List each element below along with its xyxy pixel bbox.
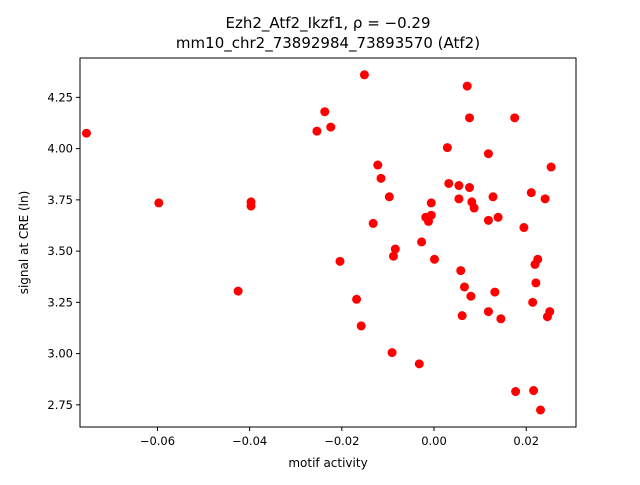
data-point	[384, 192, 394, 202]
chart-title-line1: Ezh2_Atf2_Ikzf1, ρ = −0.29	[225, 14, 430, 33]
data-point	[519, 223, 529, 233]
data-point	[531, 278, 541, 288]
y-axis-ticks: 2.75 3.00 3.25 3.50 3.75 4.00 4.25	[47, 90, 80, 412]
data-point	[335, 256, 345, 266]
data-point	[469, 203, 479, 213]
data-point	[456, 266, 466, 276]
data-point	[444, 178, 454, 188]
data-point	[462, 81, 472, 91]
data-point	[233, 286, 243, 296]
data-point	[528, 297, 538, 307]
data-point	[312, 126, 322, 136]
data-point	[483, 215, 493, 225]
data-point	[376, 173, 386, 183]
data-point	[465, 113, 475, 123]
data-point	[414, 359, 424, 369]
data-point	[246, 201, 256, 211]
y-tick-label: 2.75	[47, 398, 73, 412]
data-point	[496, 314, 506, 324]
data-point	[526, 188, 536, 198]
y-tick-label: 3.00	[47, 347, 73, 361]
data-point	[81, 128, 91, 138]
data-point	[373, 160, 383, 170]
scatter-points	[81, 70, 556, 415]
data-point	[536, 405, 546, 415]
data-point	[493, 212, 503, 222]
y-tick-label: 4.25	[47, 90, 73, 104]
data-point	[320, 107, 330, 117]
chart-title-line2: mm10_chr2_73892984_73893570 (Atf2)	[176, 34, 480, 53]
data-point	[390, 244, 400, 254]
data-point	[533, 254, 543, 264]
data-point	[356, 321, 366, 331]
data-point	[529, 386, 539, 396]
data-point	[457, 311, 467, 321]
data-point	[510, 113, 520, 123]
data-point	[454, 194, 464, 204]
y-tick-label: 4.00	[47, 142, 73, 156]
data-point	[352, 294, 362, 304]
data-point	[154, 198, 164, 208]
x-tick-label: 0.02	[513, 434, 539, 448]
x-tick-label: −0.04	[232, 434, 267, 448]
data-point	[426, 198, 436, 208]
data-point	[442, 143, 452, 153]
y-tick-label: 3.25	[47, 295, 73, 309]
data-point	[359, 70, 369, 80]
x-tick-label: −0.06	[140, 434, 175, 448]
data-point	[511, 387, 521, 397]
data-point	[483, 149, 493, 159]
plot-frame	[79, 57, 577, 428]
data-point	[387, 348, 397, 358]
data-point	[540, 194, 550, 204]
x-axis-ticks: −0.06 −0.04 −0.02 0.00 0.02	[140, 427, 539, 448]
data-point	[465, 183, 475, 193]
data-point	[368, 218, 378, 228]
data-point	[546, 162, 556, 172]
x-tick-label: 0.00	[421, 434, 447, 448]
y-tick-label: 3.50	[47, 244, 73, 258]
data-point	[417, 237, 427, 247]
data-point	[490, 287, 500, 297]
data-point	[545, 307, 555, 317]
data-point	[326, 122, 336, 132]
data-point	[429, 254, 439, 264]
x-tick-label: −0.02	[324, 434, 359, 448]
data-point	[466, 291, 476, 301]
y-tick-label: 3.75	[47, 193, 73, 207]
data-point	[483, 307, 493, 317]
data-point	[459, 282, 469, 292]
y-axis-label: signal at CRE (ln)	[17, 191, 31, 295]
data-point	[388, 251, 398, 261]
data-point	[488, 192, 498, 202]
data-point	[426, 210, 436, 220]
x-axis-label: motif activity	[288, 456, 367, 470]
data-point	[454, 181, 464, 191]
